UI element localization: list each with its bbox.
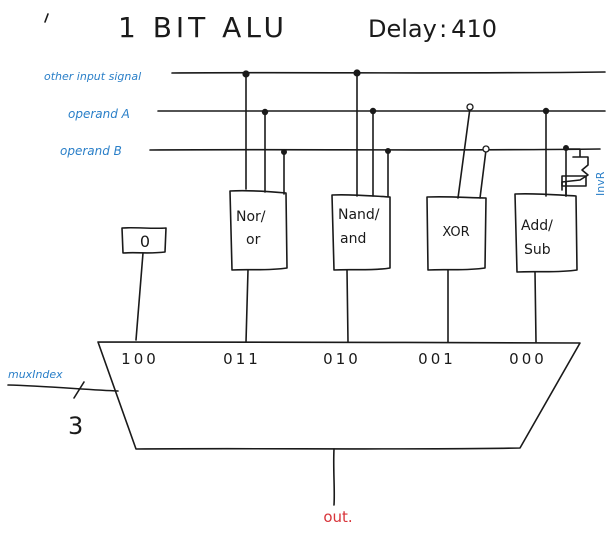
nand-and-label-2: and [340, 231, 366, 247]
mux-code: 011 [223, 350, 261, 368]
junction-dot [281, 149, 288, 156]
other-input-bus [171, 71, 606, 74]
constant-zero-block [121, 226, 167, 254]
mux-code: 000 [509, 350, 547, 368]
junction-hollow [466, 103, 474, 111]
other-input-signal-label: other input signal [44, 70, 141, 83]
nor-or-block [229, 189, 288, 271]
mux-index-bus-slash [73, 381, 85, 399]
delay-label: Delay:410 [368, 15, 497, 43]
junction-dot [369, 107, 377, 115]
junction-dot [242, 70, 250, 78]
xor-tap-b [479, 149, 487, 199]
output-wire [332, 448, 336, 506]
nor-or-label-1: Nor/ [236, 209, 266, 225]
operand-a-label: operand A [68, 107, 130, 121]
inverter-box [561, 175, 587, 187]
junction-dot [353, 69, 361, 77]
xor-tap-a [457, 107, 471, 199]
xor-block [426, 195, 487, 271]
xor-label: XOR [442, 225, 469, 240]
mux-code: 001 [418, 350, 456, 368]
nor-or-label-2: or [246, 232, 261, 248]
junction-dot [542, 107, 550, 115]
junction-dot [385, 148, 392, 155]
mux-index-wire [7, 384, 119, 392]
operand-a-bus [157, 109, 606, 113]
operand-b-label: operand B [60, 144, 122, 158]
mux-code: 010 [323, 350, 361, 368]
diagram-title: 1 BIT ALU [118, 11, 288, 44]
nand-and-block [331, 193, 391, 271]
add-sub-label-1: Add/ [521, 218, 553, 234]
mux-index-label: muxIndex [8, 368, 63, 381]
mux-index-width: 3 [68, 412, 83, 440]
junction-dot [261, 108, 269, 116]
add-sub-block [514, 192, 578, 273]
add-sub-label-2: Sub [524, 242, 551, 258]
constant-zero-label: 0 [140, 232, 150, 251]
operand-b-bus [149, 148, 601, 151]
nand-and-label-1: Nand/ [338, 207, 380, 223]
mux-code: 100 [121, 350, 159, 368]
inverter-symbol [561, 148, 589, 197]
mux-body [97, 340, 581, 450]
inverter-label: InvR [594, 171, 607, 196]
corner-tick [44, 13, 49, 23]
junction-dot [562, 145, 569, 152]
output-label: out. [323, 508, 352, 526]
add-sub-output-wire [534, 271, 537, 343]
zero-output-wire [135, 252, 144, 341]
nor-or-output-wire [245, 269, 249, 343]
nand-and-output-wire [346, 269, 349, 343]
junction-hollow [482, 145, 490, 153]
